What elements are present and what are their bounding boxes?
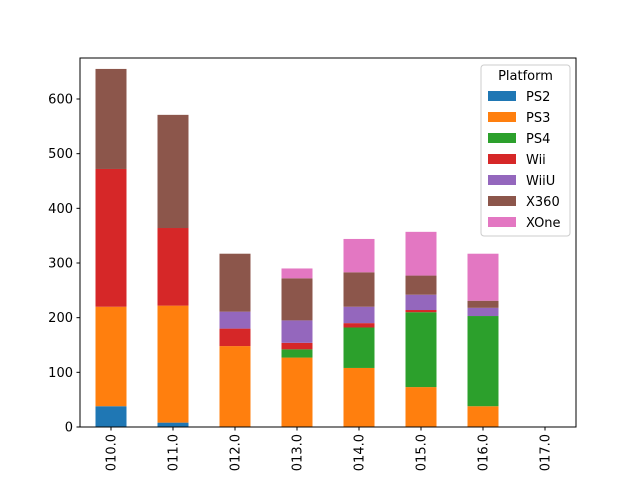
bar-segment-x360-5 — [405, 275, 437, 295]
bar-segment-ps3-5 — [405, 387, 437, 427]
bar-segment-wiiu-6 — [467, 307, 499, 317]
bar-segment-wii-4 — [343, 323, 375, 328]
legend-swatch-wii — [488, 154, 516, 164]
bar-segment-wii-1 — [157, 228, 189, 306]
x-axis: 010.0 011.0 012.0 013.0 014.0 015.0 016.0 017.0 — [105, 427, 554, 471]
bars-layer — [95, 68, 499, 427]
bar-segment-xone-5 — [405, 231, 437, 276]
legend-swatch-wiiu — [488, 175, 516, 185]
x-tick-label: 011.0 — [167, 434, 182, 471]
bar-segment-xone-3 — [281, 268, 313, 279]
legend-title: Platform — [498, 69, 553, 84]
legend-label-xone: XOne — [526, 216, 561, 231]
bar-segment-x360-2 — [219, 253, 251, 312]
bar-segment-x360-0 — [95, 68, 127, 169]
bar-segment-wiiu-2 — [219, 311, 251, 329]
y-tick-label: 100 — [48, 366, 73, 381]
legend-swatch-ps3 — [488, 112, 516, 122]
x-tick-label: 017.0 — [539, 434, 554, 471]
legend-swatch-xone — [488, 217, 516, 227]
bar-segment-xone-4 — [343, 238, 375, 273]
legend-label-ps3: PS3 — [526, 111, 550, 126]
bar-segment-wiiu-4 — [343, 306, 375, 324]
x-tick-label: 015.0 — [415, 434, 430, 471]
bar-segment-wii-5 — [405, 310, 437, 313]
legend-swatch-ps4 — [488, 133, 516, 143]
bar-segment-x360-3 — [281, 278, 313, 321]
legend-swatch-ps2 — [488, 91, 516, 101]
legend: Platform PS2 PS3 PS4 Wii WiiU X360 XOne — [480, 64, 571, 237]
x-tick-label: 013.0 — [291, 434, 306, 471]
legend-label-ps2: PS2 — [526, 90, 550, 105]
bar-segment-ps4-5 — [405, 312, 437, 388]
bar-segment-ps4-4 — [343, 327, 375, 368]
legend-label-x360: X360 — [526, 195, 560, 210]
bar-segment-ps2-1 — [157, 422, 189, 427]
legend-label-wiiu: WiiU — [526, 174, 555, 189]
y-axis: 0 100 200 300 400 500 600 — [48, 93, 80, 436]
bar-segment-ps4-6 — [467, 316, 499, 407]
x-tick-label: 010.0 — [105, 434, 120, 471]
legend-box — [480, 64, 571, 237]
bar-segment-ps3-2 — [219, 346, 251, 427]
bar-segment-x360-6 — [467, 300, 499, 308]
bar-segment-ps4-3 — [281, 349, 313, 358]
bar-segment-ps3-6 — [467, 406, 499, 427]
bar-segment-x360-1 — [157, 114, 189, 229]
legend-label-wii: Wii — [526, 153, 546, 168]
x-tick-label: 014.0 — [353, 434, 368, 471]
bar-segment-wii-3 — [281, 342, 313, 350]
y-tick-label: 200 — [48, 311, 73, 326]
bar-segment-wii-2 — [219, 328, 251, 347]
legend-swatch-x360 — [488, 196, 516, 206]
bar-segment-wiiu-3 — [281, 320, 313, 343]
bar-segment-ps3-1 — [157, 305, 189, 423]
bar-segment-ps3-0 — [95, 306, 127, 407]
y-tick-label: 600 — [48, 93, 73, 108]
plot-frame — [79, 57, 577, 428]
legend-label-ps4: PS4 — [526, 132, 550, 147]
bar-segment-x360-4 — [343, 272, 375, 307]
bar-segment-ps3-4 — [343, 367, 375, 427]
x-tick-label: 012.0 — [229, 434, 244, 471]
bar-segment-ps3-3 — [281, 357, 313, 427]
y-tick-label: 300 — [48, 257, 73, 272]
bar-segment-wii-0 — [95, 168, 127, 307]
bar-segment-ps2-0 — [95, 406, 127, 427]
y-tick-label: 500 — [48, 147, 73, 162]
y-tick-label: 0 — [65, 421, 73, 436]
bar-segment-xone-6 — [467, 253, 499, 301]
legend-items: PS2 PS3 PS4 Wii WiiU X360 XOne — [488, 90, 561, 231]
y-tick-label: 400 — [48, 202, 73, 217]
bar-segment-wiiu-5 — [405, 294, 437, 311]
x-tick-label: 016.0 — [477, 434, 492, 471]
